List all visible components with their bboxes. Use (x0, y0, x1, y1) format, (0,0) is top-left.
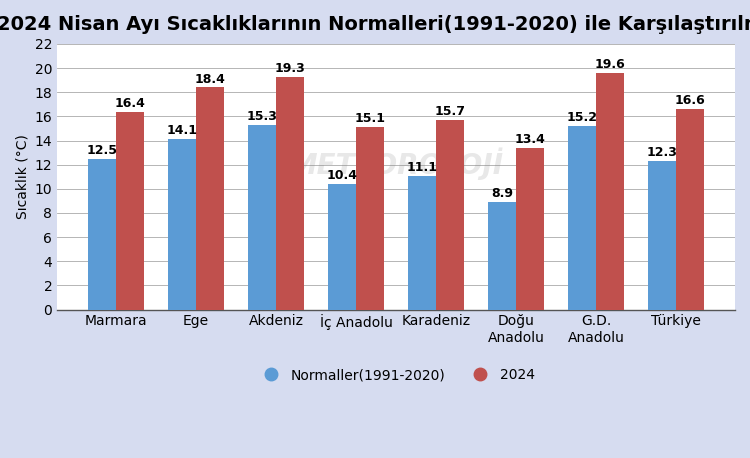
Text: 16.4: 16.4 (115, 97, 146, 110)
Text: 16.6: 16.6 (675, 94, 706, 107)
Text: 19.6: 19.6 (595, 58, 626, 71)
Text: METEOROLOJİ: METEOROLOJİ (289, 147, 503, 180)
Bar (248, 125, 276, 310)
Text: 15.7: 15.7 (434, 105, 466, 118)
Text: 15.3: 15.3 (247, 110, 278, 123)
Text: 15.2: 15.2 (567, 111, 598, 124)
Bar (568, 126, 596, 310)
Text: 11.1: 11.1 (406, 161, 437, 174)
Bar (196, 87, 224, 310)
Bar (88, 158, 116, 310)
Text: 13.4: 13.4 (514, 133, 545, 146)
Bar (488, 202, 516, 310)
Text: 18.4: 18.4 (194, 72, 226, 86)
Bar (116, 112, 144, 310)
Bar (276, 76, 304, 310)
Y-axis label: Sıcaklık (°C): Sıcaklık (°C) (15, 134, 29, 219)
Bar (168, 139, 196, 310)
Bar (676, 109, 704, 310)
Text: 12.3: 12.3 (646, 146, 677, 159)
Text: 14.1: 14.1 (166, 125, 197, 137)
Bar (436, 120, 464, 310)
Bar (596, 73, 624, 310)
Title: 2024 Nisan Ayı Sıcaklıklarının Normalleri(1991-2020) ile Karşılaştırılması: 2024 Nisan Ayı Sıcaklıklarının Normaller… (0, 15, 750, 34)
Bar (648, 161, 676, 310)
Bar (408, 175, 436, 310)
Text: 10.4: 10.4 (326, 169, 358, 182)
Bar (328, 184, 356, 310)
Text: 12.5: 12.5 (86, 144, 118, 157)
Text: 8.9: 8.9 (491, 187, 513, 200)
Text: 19.3: 19.3 (274, 62, 305, 75)
Legend: Normaller(1991-2020), 2024: Normaller(1991-2020), 2024 (252, 363, 540, 388)
Text: 15.1: 15.1 (355, 112, 386, 125)
Bar (356, 127, 384, 310)
Bar (516, 148, 544, 310)
